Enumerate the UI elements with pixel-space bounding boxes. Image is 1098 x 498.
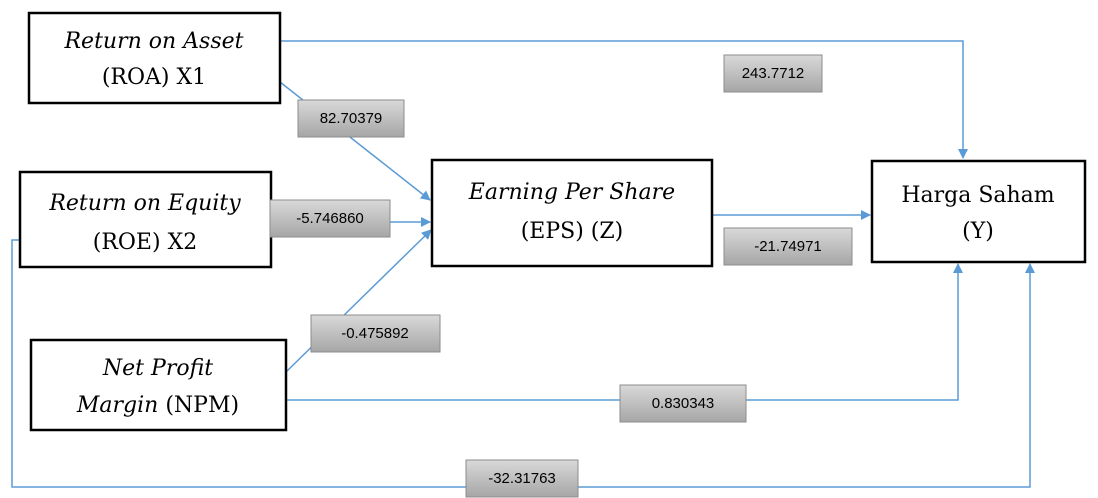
coef-label: -0.475892	[310, 314, 441, 353]
coef-text: -5.746860	[296, 210, 364, 227]
coef-text: 0.830343	[652, 395, 715, 412]
coef-label: -5.746860	[269, 199, 391, 238]
node-text: Harga Saham	[901, 183, 1054, 208]
coef-text: -0.475892	[341, 325, 409, 342]
node-text: (EPS) (Z)	[521, 219, 624, 244]
node-y: Harga Saham (Y)	[870, 159, 1087, 264]
node-text: Earning Per Share	[468, 180, 675, 205]
node-roe: Return on Equity (ROE) X2	[18, 170, 273, 269]
coef-label: -32.31763	[465, 459, 579, 498]
coef-label: -21.74971	[723, 227, 853, 266]
coef-label: 0.830343	[619, 384, 747, 423]
node-text: (ROE) X2	[93, 230, 197, 255]
coef-label: 82.70379	[297, 99, 405, 138]
node-text: (ROA) X1	[102, 65, 206, 90]
node-text: Margin	[76, 393, 158, 418]
coef-text: -21.74971	[754, 238, 822, 255]
node-text: Margin (NPM)	[76, 393, 239, 418]
node-text: Net Profit	[102, 356, 213, 381]
node-text: (NPM)	[165, 393, 239, 418]
node-text: Return on Equity	[48, 191, 241, 216]
edge-npm-y	[286, 263, 963, 401]
coef-label: 243.7712	[723, 54, 823, 93]
node-text: (Y)	[962, 219, 994, 244]
edge-npm-eps	[285, 229, 432, 373]
edge-roe-y	[11, 239, 1035, 488]
coef-text: 82.70379	[320, 110, 383, 127]
node-text: Return on Asset	[63, 29, 243, 54]
coef-text: 243.7712	[742, 65, 805, 82]
edge-roa-y	[280, 40, 968, 159]
node-roa: Return on Asset (ROA) X1	[27, 11, 282, 105]
node-npm: Net Profit Margin (NPM)	[29, 338, 288, 432]
coef-text: -32.31763	[488, 470, 556, 487]
node-eps: Earning Per Share (EPS) (Z)	[430, 158, 714, 268]
